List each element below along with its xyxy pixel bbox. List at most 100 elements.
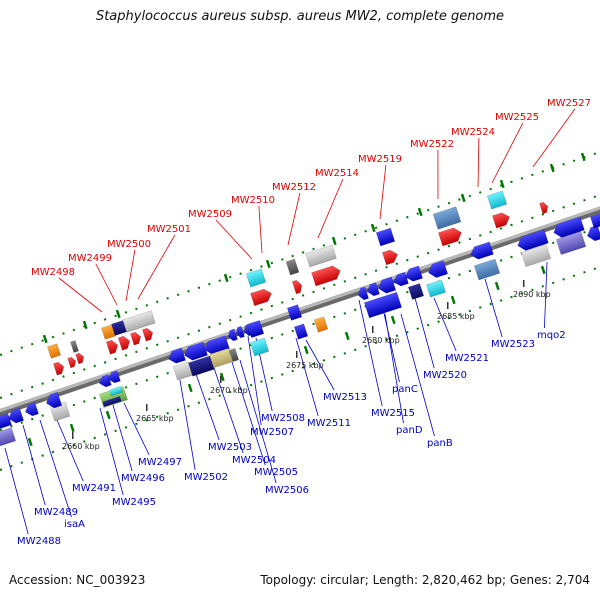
gene-reverse <box>204 335 230 355</box>
scale-tick <box>417 207 423 217</box>
axis-label: 2675 kbp <box>286 361 324 370</box>
gene-label-reverse: panC <box>392 384 418 395</box>
backbone-layer <box>0 151 600 471</box>
gene-forward <box>111 320 127 336</box>
gene-label-forward: MW2524 <box>451 127 495 138</box>
axis-label: 2665 kbp <box>136 414 174 423</box>
gene-label-reverse: MW2523 <box>491 339 535 350</box>
sequence-backbone <box>0 206 600 413</box>
axis-tick <box>447 302 449 309</box>
scale-tick <box>105 410 111 420</box>
length-value: 2,820,462 bp <box>421 573 502 587</box>
leader-line-reverse <box>56 419 84 482</box>
gene-reverse <box>428 260 449 278</box>
gene-reverse <box>521 244 551 267</box>
leader-line-reverse <box>4 447 29 535</box>
sequence-backbone-shadow <box>0 206 600 417</box>
gene-label-reverse: MW2508 <box>261 413 305 424</box>
leader-line-reverse <box>195 373 220 441</box>
scale-tick <box>69 423 75 433</box>
gene-label-reverse: MW2513 <box>323 392 367 403</box>
gene-forward <box>438 227 462 247</box>
scale-tick <box>549 163 555 173</box>
gene-reverse <box>426 279 446 298</box>
gene-label-reverse: MW2489 <box>34 507 78 518</box>
scale-tick <box>303 345 309 355</box>
gene-label-reverse: MW2495 <box>112 497 156 508</box>
gene-label-forward: MW2501 <box>147 224 191 235</box>
axis-label: 2660 kbp <box>62 442 100 451</box>
gene-reverse <box>102 396 122 407</box>
leader-line-reverse <box>231 361 266 466</box>
gene-forward <box>492 212 510 229</box>
accession-label: Accession: <box>9 573 73 587</box>
gene-reverse <box>107 370 121 384</box>
gene-forward <box>105 339 119 355</box>
gene-reverse <box>470 241 494 260</box>
gene-reverse <box>293 323 309 340</box>
leader-line-reverse <box>380 299 400 383</box>
leader-line-forward <box>491 122 524 184</box>
axis-label: 2690 kbp <box>513 290 551 299</box>
gene-reverse <box>517 229 549 251</box>
leader-line-reverse <box>414 297 435 369</box>
gene-label-reverse: MW2506 <box>265 485 309 496</box>
scale-tick <box>265 259 271 269</box>
scale-tick <box>187 383 193 393</box>
gene-forward <box>67 356 77 369</box>
leader-line-forward <box>58 277 103 313</box>
gene-label-reverse: MW2511 <box>307 418 351 429</box>
gene-forward <box>53 361 65 376</box>
leader-line-reverse <box>247 335 262 426</box>
gene-forward <box>142 327 154 342</box>
gene-label-forward: MW2527 <box>547 98 591 109</box>
leader-line-reverse <box>22 424 46 506</box>
gene-reverse <box>46 391 63 409</box>
gene-reverse <box>209 347 233 369</box>
axis-tick <box>220 376 222 383</box>
separator: ; <box>364 573 373 587</box>
leader-line-reverse <box>433 297 457 352</box>
gene-label-forward: MW2509 <box>188 209 232 220</box>
gene-reverse <box>405 265 423 282</box>
gene-label-reverse: MW2515 <box>371 408 415 419</box>
gene-label-forward: MW2525 <box>495 112 539 123</box>
gene-reverse <box>227 328 238 342</box>
gene-label-forward: MW2514 <box>315 168 359 179</box>
axis-tick <box>146 404 148 411</box>
gene-label-reverse: MW2488 <box>17 536 61 547</box>
leader-line-reverse <box>384 313 404 424</box>
gene-reverse <box>393 271 409 287</box>
gene-label-forward: MW2512 <box>272 182 316 193</box>
leader-line-forward <box>215 219 253 260</box>
topology-label: Topology: <box>260 573 317 587</box>
gene-reverse <box>249 337 270 357</box>
leader-lines <box>4 108 576 535</box>
leader-line-reverse <box>544 261 548 329</box>
leader-line-reverse <box>358 299 383 407</box>
gene-label-reverse: MW2521 <box>445 353 489 364</box>
leader-line-forward <box>287 192 301 246</box>
leader-line-reverse <box>99 407 124 496</box>
scale-tick <box>115 309 121 319</box>
gene-label-reverse: MW2503 <box>208 442 252 453</box>
gene-label-reverse: isaA <box>64 519 85 530</box>
accession-value: NC_003923 <box>76 573 146 587</box>
scale-tick <box>390 315 396 325</box>
accession-info: Accession: NC_003923 <box>9 573 145 587</box>
gene-reverse <box>246 320 265 338</box>
gene-forward <box>382 249 398 266</box>
gene-label-forward: MW2522 <box>410 139 454 150</box>
scale-tick <box>223 273 229 283</box>
gene-forward <box>486 190 508 210</box>
scale-tick <box>42 334 48 344</box>
gene-reverse <box>587 225 600 242</box>
gene-forward <box>245 268 267 288</box>
genes-value: 2,704 <box>555 573 590 587</box>
scale-tick <box>82 320 88 330</box>
gene-forward <box>305 244 337 268</box>
gene-label-reverse: MW2505 <box>254 467 298 478</box>
gene-label-forward: MW2510 <box>231 195 275 206</box>
gene-reverse <box>228 348 240 362</box>
leader-line-forward <box>532 108 576 168</box>
